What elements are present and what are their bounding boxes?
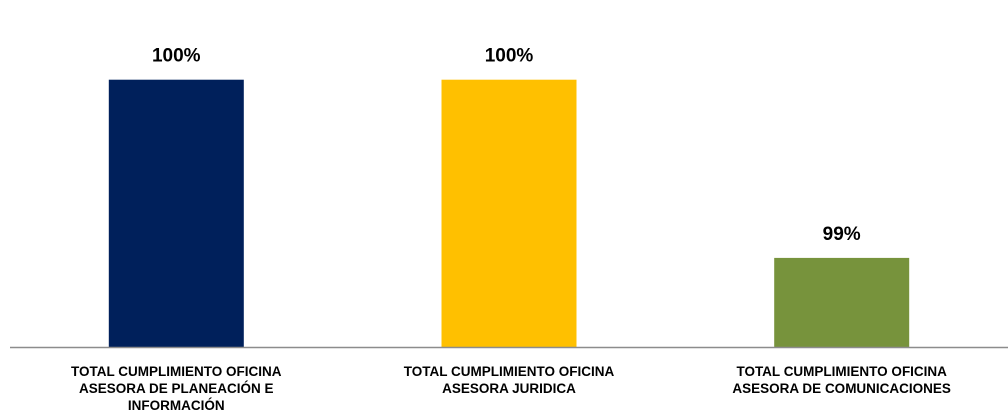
data-label-1: 100% (152, 46, 201, 67)
data-label-2: 100% (485, 46, 534, 67)
category-label-line: TOTAL CUMPLIMIENTO OFICINA (71, 364, 282, 379)
bar-2 (441, 79, 577, 347)
category-label-line: TOTAL CUMPLIMIENTO OFICINA (736, 364, 947, 379)
bar-1 (108, 79, 244, 347)
category-label-line: ASESORA DE PLANEACIÓN E (79, 381, 274, 396)
category-labels-group: TOTAL CUMPLIMIENTO OFICINA ASESORA DE PLA… (71, 364, 951, 413)
data-label-3: 99% (823, 224, 861, 245)
category-label-line: TOTAL CUMPLIMIENTO OFICINA (404, 364, 615, 379)
category-label-1: TOTAL CUMPLIMIENTO OFICINA ASESORA DE PLA… (71, 364, 282, 413)
category-label-line: ASESORA DE COMUNICACIONES (732, 381, 951, 396)
bars-group (108, 79, 910, 347)
category-label-3: TOTAL CUMPLIMIENTO OFICINA ASESORA DE COM… (732, 364, 951, 396)
category-label-line: ASESORA JURIDICA (442, 381, 576, 396)
category-label-line: INFORMACIÓN (128, 398, 225, 413)
bar-3 (774, 257, 910, 347)
data-labels-group: 100% 100% 99% (152, 46, 861, 245)
category-label-2: TOTAL CUMPLIMIENTO OFICINA ASESORA JURIDI… (404, 364, 615, 396)
